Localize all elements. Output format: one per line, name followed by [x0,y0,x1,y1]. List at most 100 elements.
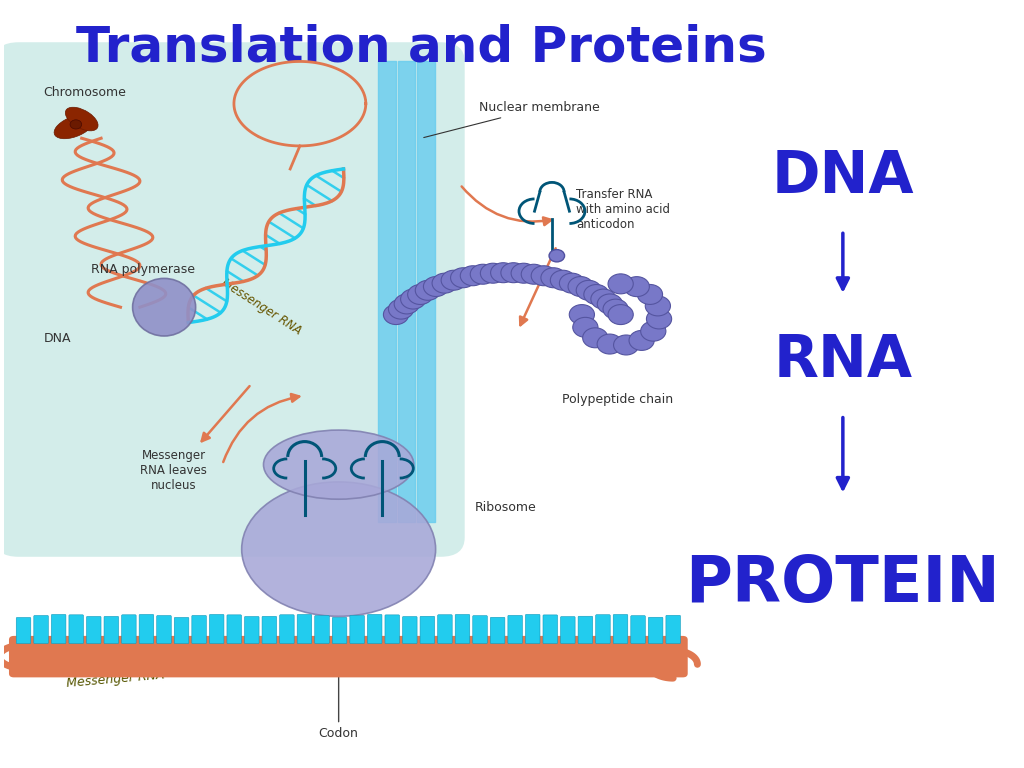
FancyBboxPatch shape [157,615,171,644]
Circle shape [646,309,672,329]
Circle shape [511,263,537,283]
Circle shape [531,266,556,286]
FancyBboxPatch shape [0,42,465,557]
FancyBboxPatch shape [402,617,417,644]
Circle shape [603,300,629,319]
Circle shape [501,263,526,283]
Circle shape [460,266,485,286]
FancyBboxPatch shape [385,615,399,644]
FancyBboxPatch shape [104,617,119,644]
Circle shape [608,305,633,325]
FancyBboxPatch shape [508,615,522,644]
Circle shape [637,284,663,304]
Text: DNA: DNA [44,332,72,345]
Circle shape [521,264,547,284]
FancyBboxPatch shape [209,614,224,644]
FancyBboxPatch shape [648,617,663,644]
Circle shape [441,270,466,290]
FancyBboxPatch shape [490,617,505,644]
FancyBboxPatch shape [314,616,330,644]
FancyBboxPatch shape [297,614,311,644]
Circle shape [597,294,623,314]
Circle shape [400,289,426,309]
FancyBboxPatch shape [280,614,294,644]
Text: Nuclear membrane: Nuclear membrane [424,101,600,137]
Circle shape [451,268,476,288]
FancyBboxPatch shape [631,616,645,644]
Circle shape [645,296,671,316]
Ellipse shape [242,482,435,616]
Ellipse shape [66,108,98,131]
FancyBboxPatch shape [86,617,101,644]
FancyBboxPatch shape [174,617,188,644]
FancyBboxPatch shape [122,615,136,644]
Circle shape [432,273,458,293]
FancyBboxPatch shape [34,615,48,644]
Text: Messenger RNA: Messenger RNA [67,669,165,690]
FancyBboxPatch shape [525,614,540,644]
Circle shape [568,276,593,296]
FancyBboxPatch shape [666,615,680,644]
FancyBboxPatch shape [368,614,382,644]
Circle shape [490,263,516,283]
Circle shape [613,335,639,355]
Ellipse shape [70,120,82,129]
Circle shape [641,321,666,341]
Text: Translation and Proteins: Translation and Proteins [76,23,766,71]
FancyBboxPatch shape [350,615,365,644]
FancyBboxPatch shape [596,614,610,644]
Text: Ribosome: Ribosome [474,501,537,514]
Text: Transfer RNA
with amino acid
anticodon: Transfer RNA with amino acid anticodon [577,188,671,231]
Circle shape [480,263,506,283]
FancyBboxPatch shape [420,616,434,644]
Circle shape [597,334,623,354]
Circle shape [388,300,414,319]
Text: RNA: RNA [773,333,912,389]
FancyBboxPatch shape [139,614,154,644]
Text: Polypeptide chain: Polypeptide chain [562,393,673,406]
FancyBboxPatch shape [16,617,31,644]
Circle shape [549,250,564,262]
FancyBboxPatch shape [9,636,688,677]
FancyBboxPatch shape [579,616,593,644]
Circle shape [625,276,649,296]
Circle shape [416,280,440,300]
FancyBboxPatch shape [227,615,242,644]
Circle shape [408,284,433,304]
Ellipse shape [132,279,196,336]
Circle shape [550,270,575,290]
FancyBboxPatch shape [333,617,347,644]
Circle shape [583,328,608,348]
FancyBboxPatch shape [613,614,628,644]
FancyBboxPatch shape [51,614,66,644]
Circle shape [629,330,654,350]
Circle shape [394,294,420,314]
Circle shape [559,273,585,293]
FancyBboxPatch shape [69,615,84,644]
Circle shape [541,268,566,288]
FancyBboxPatch shape [560,617,575,644]
Circle shape [424,276,449,296]
Text: RNA polymerase: RNA polymerase [91,263,196,276]
FancyBboxPatch shape [262,617,276,644]
Circle shape [569,305,595,325]
Circle shape [577,280,601,300]
Circle shape [470,264,496,284]
Text: Messenger RNA: Messenger RNA [219,276,303,337]
Circle shape [584,284,609,304]
Circle shape [572,317,598,337]
Circle shape [591,289,616,309]
FancyBboxPatch shape [245,617,259,644]
FancyBboxPatch shape [437,614,453,644]
Text: PROTEIN: PROTEIN [685,553,1000,614]
Text: Messenger
RNA leaves
nucleus: Messenger RNA leaves nucleus [140,449,207,492]
Text: Chromosome: Chromosome [43,86,126,99]
Ellipse shape [54,114,94,139]
FancyBboxPatch shape [543,615,557,644]
Text: DNA: DNA [772,148,914,205]
FancyBboxPatch shape [191,615,207,644]
Ellipse shape [263,430,414,499]
Circle shape [383,305,409,325]
Circle shape [608,274,633,294]
Text: Codon: Codon [318,647,358,740]
